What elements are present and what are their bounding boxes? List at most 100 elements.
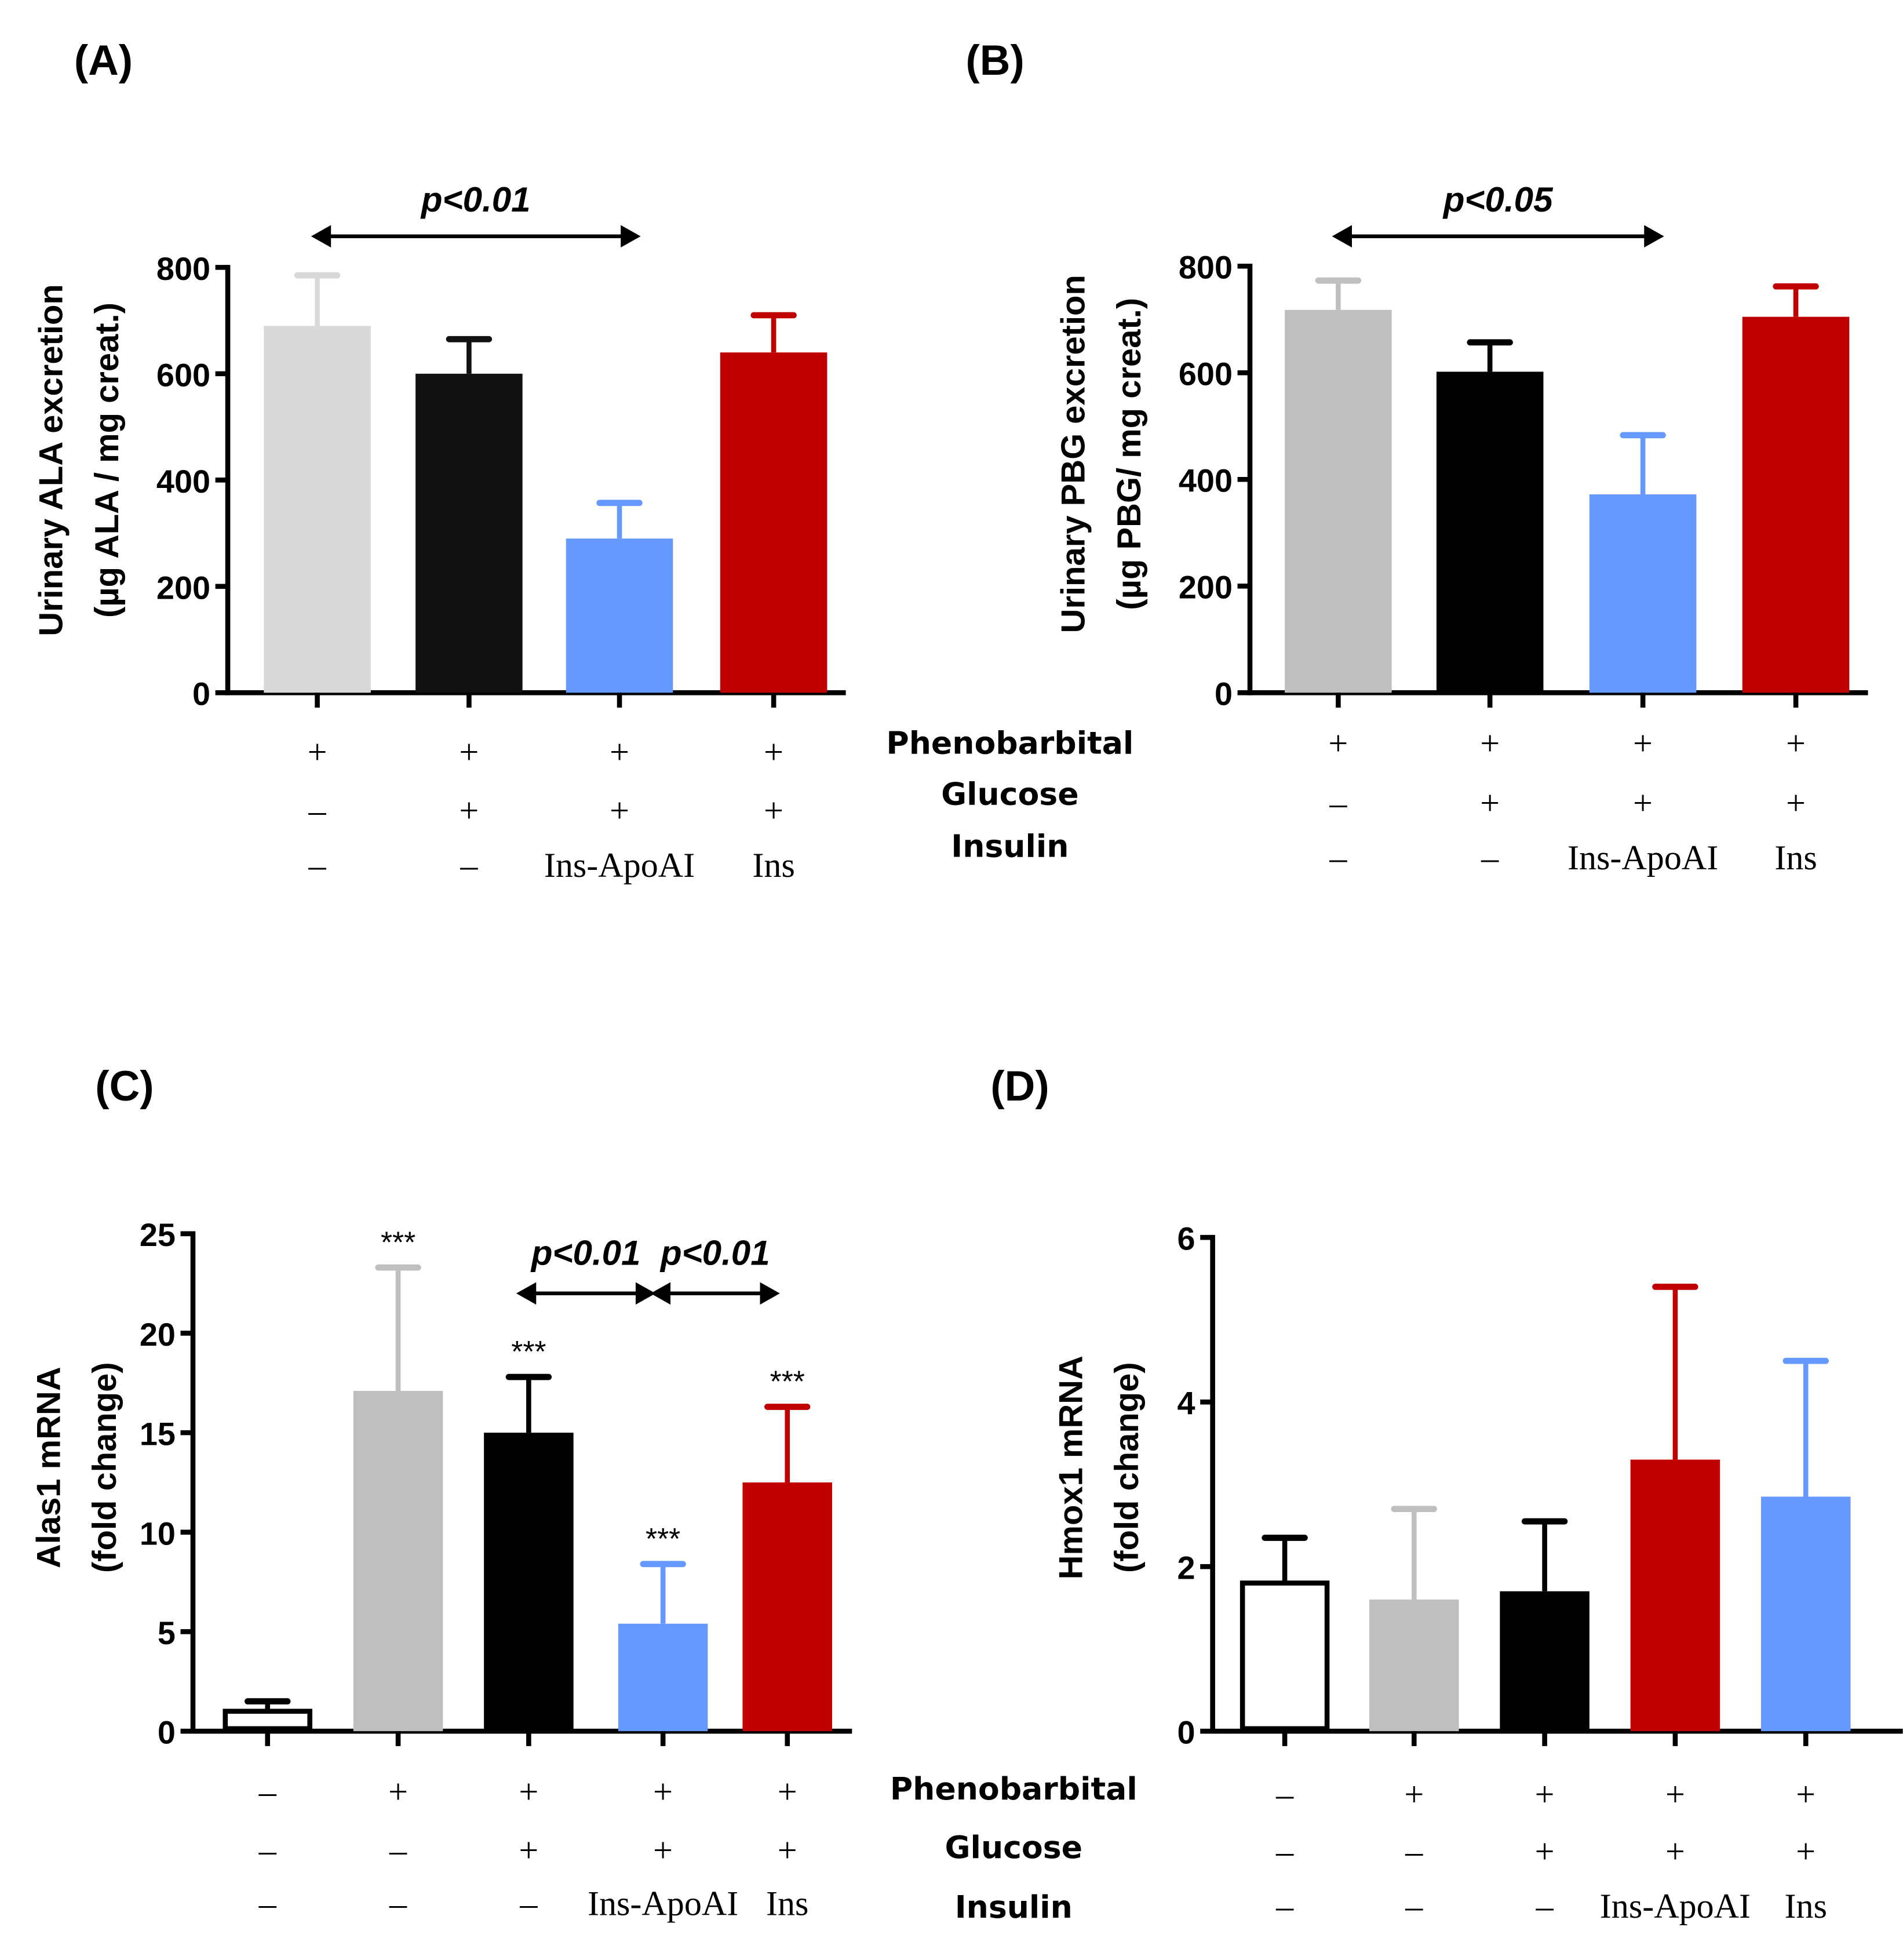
condition-row-label: Phenobarbital xyxy=(886,724,1133,761)
condition-label: – xyxy=(389,1884,407,1923)
bar xyxy=(484,1433,574,1732)
y-axis-label: Alas1 mRNA xyxy=(30,1367,67,1568)
condition-label: – xyxy=(519,1884,538,1923)
condition-label: + xyxy=(308,733,327,771)
condition-label: – xyxy=(258,1830,277,1869)
condition-label: Ins-ApoAI xyxy=(1567,838,1718,877)
condition-label: + xyxy=(610,733,629,771)
condition-label: – xyxy=(308,790,327,829)
bar xyxy=(1436,371,1544,693)
condition-label: + xyxy=(1796,1832,1815,1871)
bar xyxy=(223,1708,312,1732)
bar xyxy=(1239,1580,1330,1732)
y-axis-label: Hmox1 mRNA xyxy=(1052,1356,1089,1579)
condition-label: + xyxy=(764,790,783,829)
condition-label: + xyxy=(653,1830,673,1869)
bar xyxy=(742,1482,832,1732)
arrowhead-right xyxy=(760,1282,780,1305)
condition-label: Ins xyxy=(1785,1886,1827,1925)
condition-label: – xyxy=(460,846,478,884)
condition-label: – xyxy=(1275,1886,1294,1925)
y-tick-label: 800 xyxy=(1179,249,1233,286)
bar xyxy=(720,352,827,693)
condition-label: + xyxy=(1328,724,1348,763)
bar xyxy=(1742,316,1850,693)
condition-label: + xyxy=(1480,784,1500,822)
condition-label: Ins-ApoAI xyxy=(588,1884,738,1923)
y-tick-label: 0 xyxy=(1177,1714,1195,1751)
arrowhead-right xyxy=(621,225,641,248)
condition-label: + xyxy=(764,733,783,771)
condition-label: Ins xyxy=(1774,838,1817,877)
y-axis-label: (fold change) xyxy=(86,1362,123,1573)
condition-label: + xyxy=(1633,784,1653,822)
condition-row-label: Glucose xyxy=(941,775,1078,812)
condition-label: + xyxy=(1786,784,1806,822)
condition-label: + xyxy=(1535,1832,1555,1871)
y-tick-label: 10 xyxy=(140,1515,176,1551)
p-value-label: p<0.01 xyxy=(659,1233,770,1272)
condition-label: Ins xyxy=(766,1884,808,1923)
bar xyxy=(618,1623,708,1732)
condition-label: – xyxy=(1329,784,1347,822)
condition-label: + xyxy=(1665,1775,1685,1813)
condition-label: – xyxy=(258,1884,277,1923)
panel-label: (A) xyxy=(74,37,133,84)
y-tick-label: 0 xyxy=(158,1714,176,1751)
condition-label: + xyxy=(1535,1775,1555,1813)
y-tick-label: 0 xyxy=(192,676,210,712)
condition-label: – xyxy=(308,846,327,884)
bar xyxy=(353,1391,443,1732)
condition-label: – xyxy=(1481,838,1499,877)
bar xyxy=(264,326,371,693)
condition-label: – xyxy=(1329,838,1347,877)
y-tick-label: 0 xyxy=(1215,676,1233,712)
condition-label: + xyxy=(459,790,479,829)
significance-stars: *** xyxy=(511,1335,546,1368)
condition-label: Ins-ApoAI xyxy=(544,846,695,884)
condition-label: + xyxy=(1665,1832,1685,1871)
y-axis-label: (µg PBG/ mg creat.) xyxy=(1111,298,1148,610)
bar xyxy=(1630,1459,1720,1732)
arrowhead-left xyxy=(1332,225,1352,248)
condition-label: + xyxy=(459,733,479,771)
p-value-label: p<0.05 xyxy=(1442,180,1554,219)
y-tick-label: 600 xyxy=(156,356,210,393)
arrowhead-left xyxy=(311,225,331,248)
condition-label: – xyxy=(1405,1886,1423,1925)
bar xyxy=(566,538,673,693)
condition-label: – xyxy=(1536,1886,1554,1925)
bar xyxy=(415,373,523,693)
condition-row-label: Insulin xyxy=(951,828,1069,865)
y-axis-label: Urinary PBG excretion xyxy=(1055,275,1092,633)
condition-label: Ins xyxy=(752,846,794,884)
y-tick-label: 6 xyxy=(1177,1221,1195,1257)
condition-label: + xyxy=(1480,724,1500,763)
condition-label: + xyxy=(1633,724,1653,763)
significance-stars: *** xyxy=(770,1365,805,1398)
condition-label: + xyxy=(778,1830,797,1869)
y-tick-label: 15 xyxy=(140,1416,176,1452)
condition-label: + xyxy=(1786,724,1806,763)
p-value-label: p<0.01 xyxy=(420,180,531,219)
y-axis-label: (µg ALA / mg creat.) xyxy=(89,303,126,618)
y-tick-label: 5 xyxy=(158,1615,176,1651)
condition-label: – xyxy=(1275,1832,1294,1871)
y-tick-label: 200 xyxy=(156,569,210,606)
condition-label: + xyxy=(653,1772,673,1811)
condition-label: + xyxy=(1404,1775,1424,1813)
y-tick-label: 20 xyxy=(140,1316,176,1353)
bar xyxy=(1761,1496,1851,1732)
condition-row-label: Glucose xyxy=(945,1829,1083,1866)
y-axis-label: (fold change) xyxy=(1109,1362,1146,1573)
condition-row-label: Phenobarbital xyxy=(890,1770,1138,1807)
condition-label: + xyxy=(610,790,629,829)
condition-label: – xyxy=(1405,1832,1423,1871)
bar xyxy=(1369,1599,1459,1732)
condition-label: + xyxy=(388,1772,408,1811)
y-tick-label: 25 xyxy=(140,1216,176,1253)
arrowhead-right xyxy=(635,1282,656,1305)
condition-label: + xyxy=(519,1772,538,1811)
y-tick-label: 200 xyxy=(1179,569,1233,606)
